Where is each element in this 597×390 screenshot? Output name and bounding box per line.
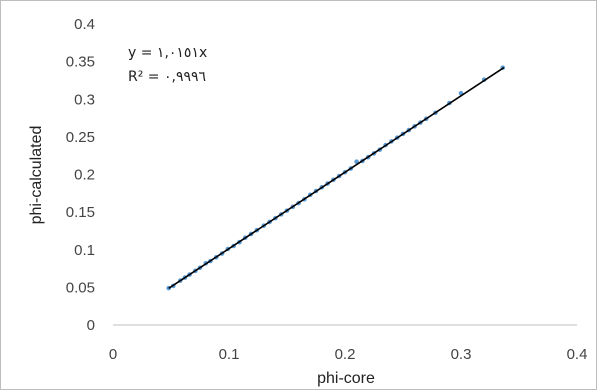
trendline-equation: y = ١,٠١٥١x xyxy=(128,45,207,61)
y-tick-label: 0.25 xyxy=(66,129,95,146)
trendline-group xyxy=(168,66,505,290)
y-tick-label: 0.15 xyxy=(66,204,95,221)
x-tick-label: 0 xyxy=(109,346,117,363)
y-tick-label: 0 xyxy=(87,317,95,334)
y-tick-label: 0.1 xyxy=(74,242,95,259)
y-tick-label: 0.3 xyxy=(74,91,95,108)
data-point xyxy=(354,159,359,165)
y-tick-label: 0.4 xyxy=(74,16,95,33)
x-tick-label: 0.1 xyxy=(219,346,240,363)
x-tick-label: 0.4 xyxy=(567,346,588,363)
y-tick-label: 0.35 xyxy=(66,54,95,71)
y-tick-label: 0.2 xyxy=(74,167,95,184)
x-axis-title: phi-core xyxy=(317,370,375,387)
trendline xyxy=(168,66,505,290)
y-axis-title: phi-calculated xyxy=(28,126,45,225)
x-tick-label: 0.2 xyxy=(335,346,356,363)
y-tick-label: 0.05 xyxy=(66,279,95,296)
tick-labels: 0 0.1 0.2 0.3 0.4 0 0.05 0.1 0.15 0.2 0.25 0.3 0.35 0… xyxy=(66,16,588,363)
r-squared-label: R² = ٠,٩٩٩٦ xyxy=(128,69,206,85)
x-tick-label: 0.3 xyxy=(451,346,472,363)
